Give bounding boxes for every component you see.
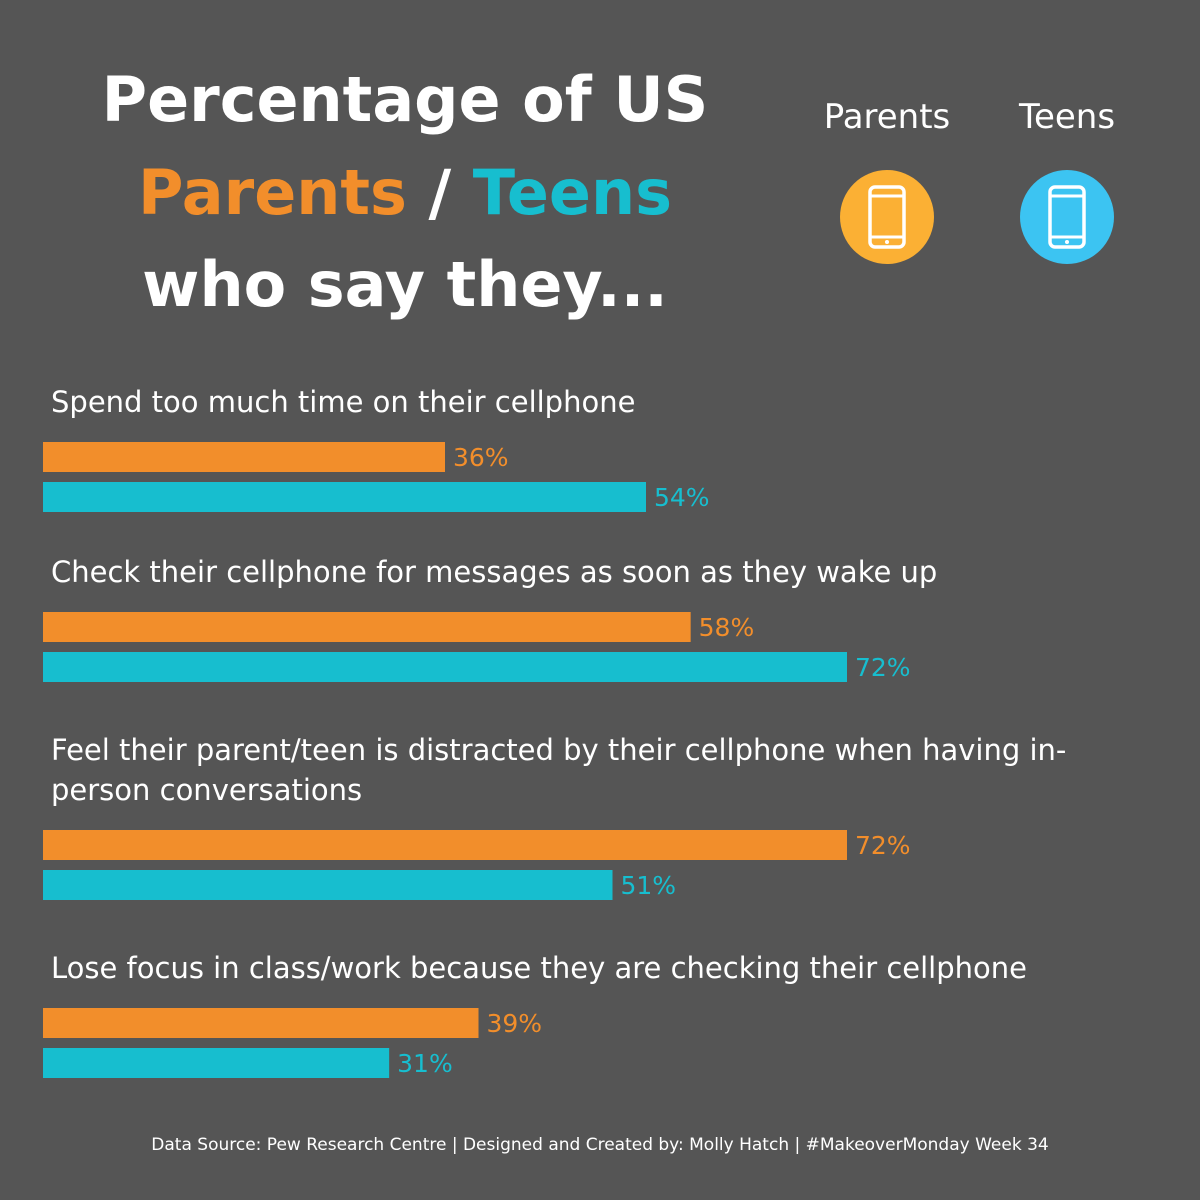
category-label: person conversations (51, 773, 362, 807)
title-separator: / (428, 156, 452, 229)
title-teens: Teens (472, 156, 672, 229)
teens-value-label: 72% (855, 653, 911, 682)
parents-bar (43, 830, 847, 860)
title-line-2: Parents / Teens (30, 148, 780, 238)
phone-icon (840, 170, 934, 264)
parents-value-label: 39% (487, 1009, 543, 1038)
parents-value-label: 58% (699, 613, 755, 642)
teens-bar (43, 870, 613, 900)
legend-teens: Teens (977, 95, 1157, 265)
teens-bar (43, 482, 646, 512)
category-label: Lose focus in class/work because they ar… (51, 951, 1027, 985)
parents-bar (43, 1008, 479, 1038)
title-line-3-text: who say they... (142, 248, 668, 321)
teens-bar (43, 652, 847, 682)
teens-bar (43, 1048, 390, 1078)
teens-value-label: 54% (654, 483, 710, 512)
parents-bar (43, 612, 691, 642)
parents-value-label: 36% (453, 443, 509, 472)
teens-value-label: 51% (621, 871, 677, 900)
title-line-3: who say they... (30, 240, 780, 330)
parents-value-label: 72% (855, 831, 911, 860)
footer-credits: Data Source: Pew Research Centre | Desig… (151, 1135, 1049, 1155)
parents-bar (43, 442, 445, 472)
title-line-1-text: Percentage of US (101, 63, 709, 136)
category-label: Check their cellphone for messages as so… (51, 555, 937, 589)
phone-icon (1020, 170, 1114, 264)
legend-parents-label: Parents (823, 97, 951, 137)
category-label: Feel their parent/teen is distracted by … (51, 733, 1066, 767)
title-line-1: Percentage of US (30, 55, 780, 145)
title-parents: Parents (138, 156, 407, 229)
legend-teens-label: Teens (1018, 97, 1116, 137)
legend-parents: Parents (797, 95, 977, 265)
category-label: Spend too much time on their cellphone (51, 385, 635, 419)
teens-value-label: 31% (397, 1049, 453, 1078)
